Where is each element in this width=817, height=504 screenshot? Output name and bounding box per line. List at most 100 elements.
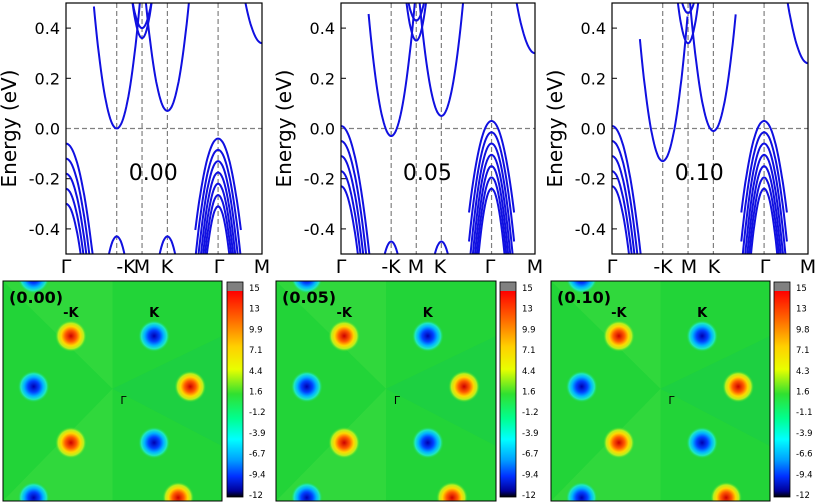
valence-band — [158, 235, 177, 254]
cold-spot — [411, 320, 444, 352]
colorbar-tick-label: 4.4 — [249, 367, 263, 377]
hot-spot — [54, 320, 87, 352]
cold-spot — [290, 481, 323, 501]
ytick-label: 0.4 — [310, 19, 335, 38]
colorbar-tick-label: -12 — [522, 491, 536, 501]
plot-frame — [65, 2, 263, 255]
colorbar — [227, 291, 243, 497]
colorbar-tick-label: -12 — [249, 491, 263, 501]
colorbar-tick-label: -12 — [796, 491, 810, 501]
panel-label: (0.00) — [9, 288, 63, 307]
valence-band — [475, 176, 508, 254]
conduction-band — [786, 3, 808, 65]
cold-spot — [138, 426, 171, 459]
cold-spot — [566, 281, 598, 294]
ytick-label: -0.2 — [575, 170, 606, 189]
hot-spot — [54, 426, 87, 459]
cold-spot — [290, 370, 323, 403]
hot-spot — [602, 426, 635, 459]
valence-band — [744, 153, 785, 254]
colorbar-tick-label: 9.9 — [522, 325, 536, 335]
heatmap-panel-2: (0.10)-K K Γ 15 13 9.8 7.1 4.3 1.6 -1.1 -3.9 -6.6 -9… — [550, 280, 813, 502]
kpoint-label: -K — [116, 256, 136, 278]
hot-spot — [602, 320, 635, 352]
valence-band — [383, 240, 399, 254]
colorbar-tick-label: -6.6 — [796, 450, 813, 460]
conduction-band — [144, 3, 190, 112]
conduction-band — [638, 16, 689, 163]
valence-band — [341, 170, 362, 254]
panel-label: (0.10) — [557, 288, 611, 307]
bands — [612, 3, 808, 254]
ytick-label: 0.0 — [310, 120, 335, 139]
colorbar-tick-label: -3.9 — [796, 429, 813, 439]
valence-band — [740, 131, 788, 242]
heatmap-frame — [550, 280, 771, 502]
valence-band — [202, 182, 235, 254]
cold-spot — [565, 481, 598, 501]
ytick-label: 0.2 — [310, 69, 335, 88]
ylabel: Energy (eV) — [543, 70, 567, 188]
kpoint-label: K — [434, 256, 447, 278]
cold-spot — [686, 320, 719, 352]
valence-band — [341, 140, 368, 254]
valence-band — [740, 120, 788, 213]
valence-band — [469, 142, 514, 254]
conduction-band — [689, 3, 737, 133]
colorbar-tick-label: -9.4 — [249, 470, 266, 480]
valence-band — [471, 153, 512, 254]
cold-spot — [17, 370, 50, 403]
colorbar-tick-label: 1.6 — [249, 388, 263, 398]
kpoint-label: Γ — [607, 256, 618, 278]
colorbar-tick-label: 7.1 — [522, 346, 536, 356]
colorbar-tick-label: 1.6 — [522, 388, 536, 398]
kpoint-label: Γ — [760, 256, 771, 278]
colorbar-frame — [773, 281, 791, 498]
valence-band — [746, 165, 782, 254]
valence-band — [433, 240, 449, 254]
heatmap-panel-0: (0.00)-K K Γ 15 13 9.9 7.1 4.4 1.6 -1.2 -3.9 -6.7 -9… — [2, 280, 266, 502]
colorbar-tick-label: 13 — [796, 305, 807, 315]
colorbar-tick-label: -1.2 — [249, 408, 266, 418]
valence-band — [748, 176, 780, 254]
ytick-label: -0.2 — [29, 170, 60, 189]
colorbar-top — [227, 282, 243, 291]
kpoint-label: M — [800, 256, 816, 278]
conduction-band — [367, 3, 416, 137]
point-label: K — [149, 306, 160, 321]
point-label: -K — [336, 306, 352, 321]
valence-band — [197, 160, 239, 254]
heatmap-frame — [2, 280, 223, 502]
cold-spot — [138, 320, 171, 352]
valence-band — [341, 125, 371, 254]
kpoint-label: M — [527, 256, 543, 278]
kpoint-label: M — [134, 256, 150, 278]
ytick-label: 0.0 — [581, 120, 606, 139]
hot-spot — [328, 426, 361, 459]
colorbar-frame — [499, 281, 517, 498]
heatmap-body — [276, 281, 496, 501]
valence-band — [205, 205, 231, 254]
colorbar-tick-label: -3.9 — [522, 429, 539, 439]
valence-band — [612, 140, 639, 254]
conduction-band — [92, 3, 141, 130]
ytick-label: 0.0 — [35, 120, 60, 139]
conduction-band — [131, 3, 153, 30]
conduction-band — [676, 3, 700, 45]
kpoint-label: Γ — [214, 256, 225, 278]
ylabel: Energy (eV) — [272, 70, 296, 188]
hot-spot — [448, 370, 481, 403]
heatmap-sector — [112, 336, 222, 446]
bands — [341, 3, 535, 254]
valence-band — [66, 172, 88, 254]
colorbar-tick-label: -1.2 — [522, 408, 539, 418]
hot-spot — [328, 320, 361, 352]
ytick-label: 0.4 — [35, 19, 60, 38]
colorbar-top — [774, 282, 790, 291]
kpoint-label: M — [254, 256, 270, 278]
ytick-label: -0.2 — [304, 170, 335, 189]
colorbar — [774, 291, 790, 497]
valence-band — [468, 131, 516, 242]
valence-band — [477, 187, 506, 254]
